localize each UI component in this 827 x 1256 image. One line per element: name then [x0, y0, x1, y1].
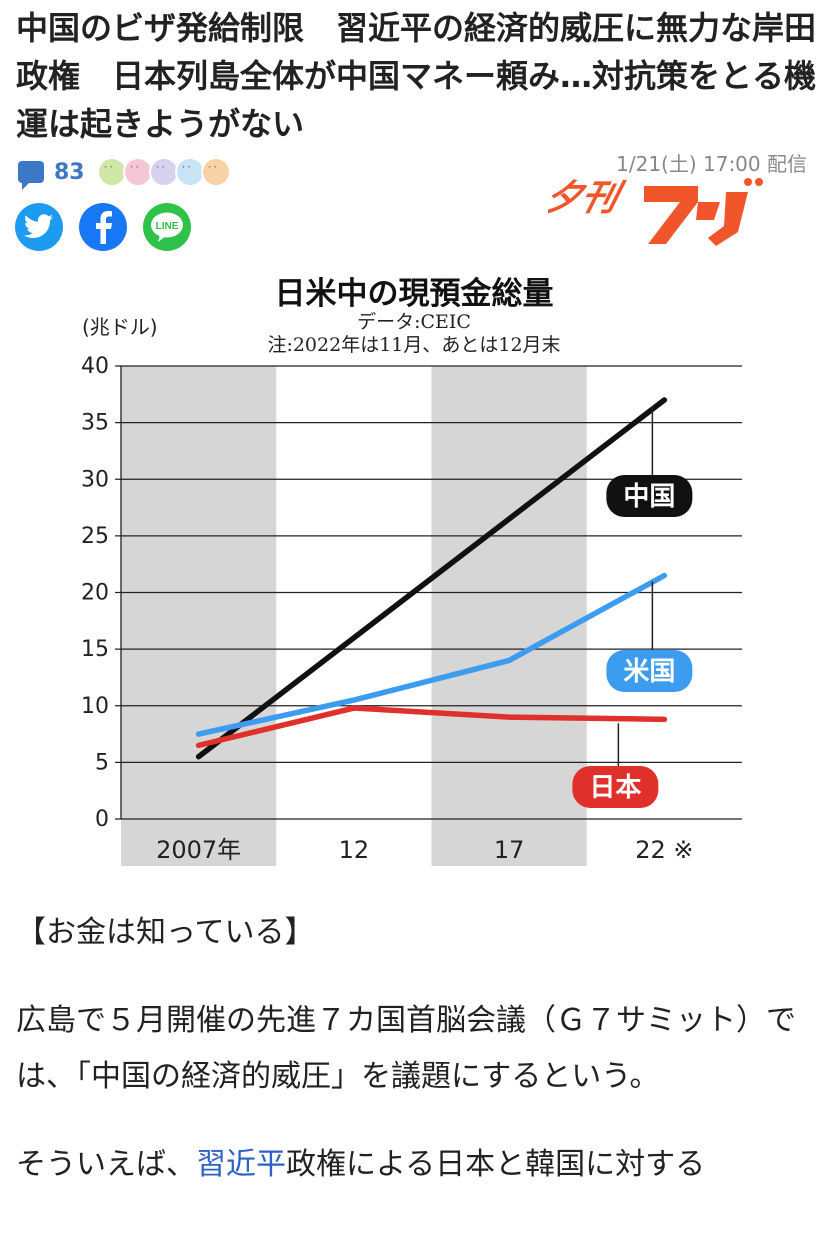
paragraph: 広島で５月開催の先進７カ国首脳会議（Ｇ７サミット）では、「中国の経済的威圧」を議… — [16, 1003, 796, 1094]
y-tick-label: 0 — [95, 807, 109, 832]
comment-icon[interactable] — [18, 161, 44, 190]
reaction-face-icon — [122, 157, 153, 187]
section-heading: 【お金は知っている】 — [16, 915, 315, 950]
twitter-icon — [24, 214, 53, 238]
x-tick-label: 22 ※ — [635, 836, 693, 864]
chart-title: 日米中の現預金総量 — [275, 276, 554, 312]
comment-count[interactable]: 83 — [54, 159, 85, 185]
y-tick-label: 40 — [81, 354, 109, 379]
article-meta: 83 — [18, 152, 231, 192]
chart-band — [431, 366, 587, 866]
series-label: 米国 — [623, 657, 675, 687]
series-line-1 — [195, 572, 668, 737]
y-tick-label: 35 — [81, 411, 109, 436]
svg-text:夕刊: 夕刊 — [548, 177, 628, 219]
facebook-icon — [96, 211, 112, 244]
line-icon: LINE — [151, 212, 183, 242]
share-buttons: LINE — [15, 203, 191, 251]
reaction-face-icon — [200, 157, 231, 187]
paragraph-text: そういえば、 — [16, 1147, 196, 1182]
series-line-0 — [195, 397, 668, 760]
facebook-share-button[interactable] — [79, 203, 127, 251]
y-tick-label: 5 — [95, 750, 109, 775]
x-tick-label: 17 — [494, 836, 525, 864]
paragraph: そういえば、習近平政権による日本と韓国に対する — [16, 1137, 812, 1193]
chart-note: 注:2022年は11月、あとは12月末 — [267, 334, 560, 356]
series-badge — [606, 475, 693, 517]
series-line-2 — [195, 705, 668, 749]
y-tick-label: 20 — [81, 581, 109, 606]
twitter-share-button[interactable] — [15, 203, 63, 251]
cash-deposit-chart: 0 5 10 15 20 25 30 35 40 2007年 12 17 22 ※ 中国米国日本 日米… — [66, 268, 762, 870]
xi-jinping-link[interactable]: 習近平 — [196, 1147, 286, 1182]
article-body: 【お金は知っている】 広島で５月開催の先進７カ国首脳会議（Ｇ７サミット）では、「… — [16, 905, 812, 1193]
paragraph-text: 政権による日本と韓国に対する — [286, 1147, 706, 1182]
series-badge — [572, 766, 659, 808]
series-badge — [606, 650, 693, 692]
y-tick-label: 15 — [81, 637, 109, 662]
x-tick-label: 2007年 — [156, 836, 241, 864]
y-axis-unit: (兆ドル) — [82, 315, 158, 339]
series-label: 中国 — [623, 482, 675, 512]
reaction-faces[interactable] — [96, 157, 231, 187]
publish-date: 1/21(土) 17:00 配信 — [616, 152, 807, 176]
line-share-button[interactable]: LINE — [143, 203, 191, 251]
svg-text:LINE: LINE — [156, 221, 179, 232]
y-tick-label: 30 — [81, 467, 109, 492]
x-tick-label: 12 — [339, 836, 370, 864]
reaction-face-icon — [96, 157, 127, 187]
chart-band — [121, 366, 277, 866]
y-tick-label: 25 — [81, 524, 109, 549]
chart-source: データ:CEIC — [357, 311, 471, 333]
article-headline: 中国のビザ発給制限 習近平の経済的威圧に無力な岸田政権 日本列島全体が中国マネー… — [16, 9, 817, 143]
series-label: 日本 — [589, 773, 641, 803]
publisher-logo[interactable]: 夕刊 — [548, 172, 768, 252]
y-tick-label: 10 — [81, 694, 109, 719]
